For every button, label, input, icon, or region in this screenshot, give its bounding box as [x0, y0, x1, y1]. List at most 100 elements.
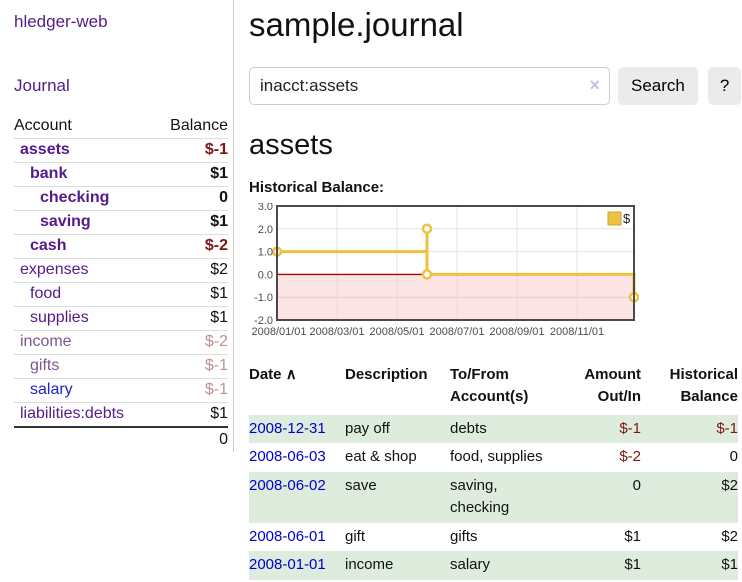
account-balance: $1: [154, 402, 228, 428]
search-input[interactable]: [249, 67, 610, 105]
transaction-row: 2008-06-01 gift gifts $1 $2: [249, 523, 738, 552]
account-balance: $1: [154, 162, 228, 187]
column-header-date[interactable]: Date ∧: [249, 366, 297, 383]
transaction-accounts: gifts: [450, 527, 478, 545]
account-row-checking: checking 0: [14, 186, 228, 211]
account-balance: $1: [154, 306, 228, 331]
accounts-header-account: Account: [14, 115, 155, 139]
account-balance: $-1: [154, 378, 228, 403]
legend-label: $: [623, 211, 631, 226]
negative-region: [278, 274, 633, 320]
transaction-amount: $1: [565, 551, 641, 580]
account-row-assets: assets $-1: [14, 138, 228, 163]
svg-text:2008/11/01: 2008/11/01: [550, 326, 604, 338]
account-balance: 0: [154, 186, 228, 211]
account-link-gifts[interactable]: gifts: [30, 357, 60, 374]
account-link-expenses[interactable]: expenses: [20, 261, 89, 278]
transaction-balance: 0: [729, 448, 738, 466]
transaction-accounts: saving, checking: [450, 477, 510, 516]
page-title: sample.journal: [249, 6, 464, 43]
transaction-accounts: food, supplies: [450, 448, 543, 466]
sidebar-item-journal[interactable]: Journal: [14, 76, 70, 95]
account-link-bank[interactable]: bank: [30, 165, 68, 182]
transaction-description: pay off: [345, 414, 450, 444]
svg-text:2008/03/01: 2008/03/01: [309, 326, 364, 338]
transaction-balance: $1: [641, 551, 738, 580]
search-input-wrap: ×: [249, 67, 610, 105]
account-row-food: food $1: [14, 282, 228, 307]
main-content: sample.journal × Search ? assets Histori…: [234, 0, 742, 580]
sidebar: hledger-web Journal Account Balance asse…: [0, 0, 234, 452]
transaction-description: income: [345, 551, 450, 580]
account-link-assets[interactable]: assets: [20, 141, 70, 158]
column-header-description: Description: [345, 366, 428, 383]
y-axis-labels: 3.0 2.0 1.0 0.0 -1.0 -2.0: [254, 203, 273, 327]
account-link-supplies[interactable]: supplies: [30, 309, 89, 326]
transaction-date-link[interactable]: 2008-01-01: [249, 556, 326, 574]
account-row-liabilities-debts: liabilities:debts $1: [14, 402, 228, 428]
account-link-saving[interactable]: saving: [40, 213, 91, 230]
account-link-salary[interactable]: salary: [30, 381, 73, 398]
column-header-tofrom: To/From Account(s): [450, 366, 529, 405]
column-header-historical-balance: Historical Balance: [669, 366, 738, 405]
account-row-cash: cash $-2: [14, 234, 228, 259]
account-balance: $-2: [154, 330, 228, 355]
account-balance: $1: [154, 282, 228, 307]
svg-text:2008/09/01: 2008/09/01: [489, 326, 544, 338]
app-title-link[interactable]: hledger-web: [14, 12, 108, 31]
account-row-saving: saving $1: [14, 210, 228, 235]
account-link-income[interactable]: income: [20, 333, 72, 350]
transactions-header-row: Date ∧ Description To/From Account(s) Am…: [249, 362, 738, 415]
transaction-balance: $2: [721, 527, 738, 545]
account-link-food[interactable]: food: [30, 285, 62, 302]
transaction-description: eat & shop: [345, 448, 417, 466]
clear-search-icon[interactable]: ×: [589, 75, 600, 95]
help-button[interactable]: ?: [707, 67, 742, 105]
account-link-liabilities-debts[interactable]: liabilities:debts: [20, 405, 125, 422]
transaction-balance: $2: [641, 472, 738, 523]
account-link-checking[interactable]: checking: [40, 189, 110, 206]
account-row-expenses: expenses $2: [14, 258, 228, 283]
svg-text:-2.0: -2.0: [254, 315, 273, 327]
transaction-amount: 0: [565, 472, 641, 523]
svg-text:2008/05/01: 2008/05/01: [369, 326, 424, 338]
sort-ascending-icon[interactable]: ∧: [285, 366, 297, 383]
chart-title: Historical Balance:: [249, 179, 385, 196]
transaction-row: 2008-01-01 income salary $1 $1: [249, 551, 738, 580]
search-button[interactable]: Search: [618, 67, 698, 105]
account-balance: $2: [154, 258, 228, 283]
transaction-date-link[interactable]: 2008-06-01: [249, 527, 326, 545]
account-link-cash[interactable]: cash: [30, 237, 67, 254]
search-form: × Search ?: [249, 67, 742, 105]
transaction-row: 2008-06-02 save saving, checking 0 $2: [249, 472, 738, 523]
account-balance: $1: [154, 210, 228, 235]
historical-balance-chart: $ 3.0 2.0 1.0 0.0 -1.0 -2.0 2008/01/01 2…: [251, 203, 639, 338]
svg-text:0.0: 0.0: [258, 269, 273, 281]
transaction-amount: $-1: [565, 414, 641, 444]
transaction-accounts: salary: [450, 556, 491, 574]
transaction-row: 2008-12-31 pay off debts $-1 $-1: [249, 414, 738, 444]
transaction-date-link[interactable]: 2008-06-02: [249, 477, 326, 494]
column-header-amount: Amount Out/In: [584, 366, 641, 405]
transaction-date-link[interactable]: 2008-12-31: [249, 419, 326, 437]
account-balance: $-2: [154, 234, 228, 259]
transaction-row: 2008-06-03 eat & shop food, supplies $-2…: [249, 443, 738, 472]
svg-text:1.0: 1.0: [258, 247, 273, 259]
transaction-date-link[interactable]: 2008-06-03: [249, 448, 326, 466]
svg-text:2008/01/01: 2008/01/01: [251, 326, 306, 338]
accounts-total-row: 0: [14, 426, 228, 452]
account-row-income: income $-2: [14, 330, 228, 355]
account-balance: $-1: [154, 138, 228, 163]
account-row-gifts: gifts $-1: [14, 354, 228, 379]
x-axis-labels: 2008/01/01 2008/03/01 2008/05/01 2008/07…: [251, 326, 604, 338]
transaction-description: save: [345, 472, 450, 523]
svg-text:2.0: 2.0: [258, 224, 273, 236]
transaction-accounts: debts: [450, 419, 487, 437]
account-balance: $-1: [154, 354, 228, 379]
transaction-description: gift: [345, 527, 366, 545]
transactions-table: Date ∧ Description To/From Account(s) Am…: [249, 362, 738, 580]
account-row-salary: salary $-1: [14, 378, 228, 403]
chart-legend: $: [607, 211, 631, 226]
accounts-header-balance: Balance: [154, 115, 228, 139]
